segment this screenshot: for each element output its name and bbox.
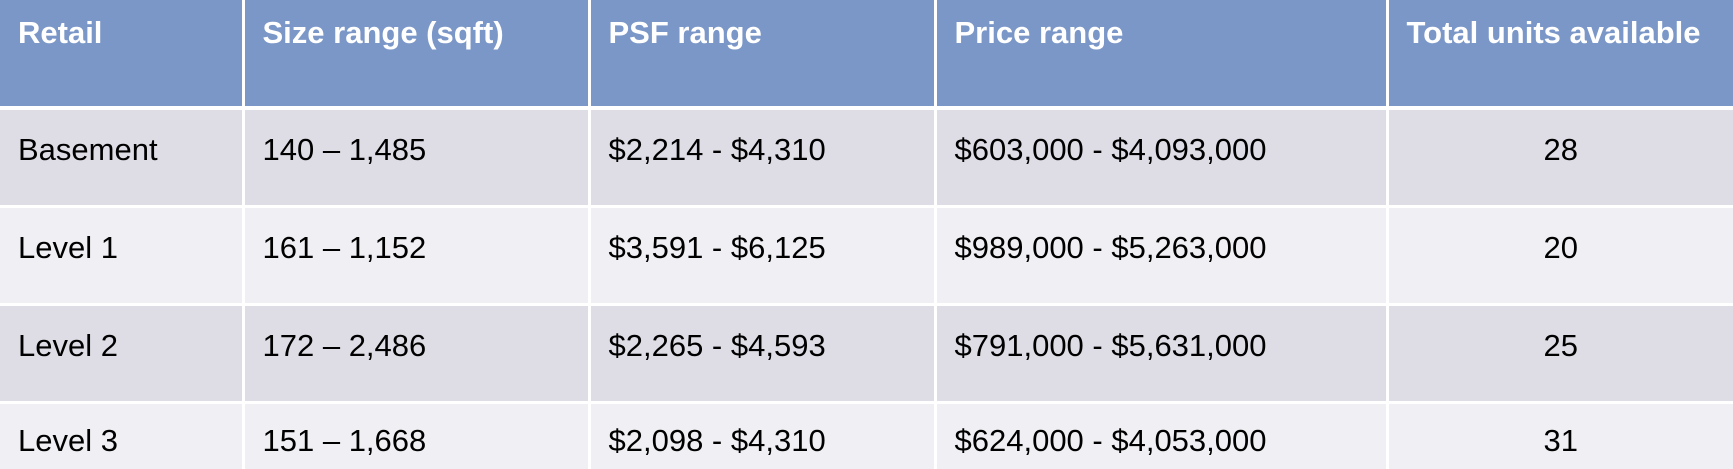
cell-price-range: $791,000 - $5,631,000 (935, 304, 1389, 404)
table-header: Retail Size range (sqft) PSF range Price… (0, 0, 1733, 110)
header-row: Retail Size range (sqft) PSF range Price… (0, 0, 1733, 110)
header-size-range: Size range (sqft) (243, 0, 591, 110)
table-row: Level 2 172 – 2,486 $2,265 - $4,593 $791… (0, 304, 1733, 404)
cell-total-units: 20 (1387, 206, 1733, 306)
cell-size-range: 151 – 1,668 (243, 402, 591, 469)
table-row: Level 1 161 – 1,152 $3,591 - $6,125 $989… (0, 206, 1733, 306)
header-price-range: Price range (935, 0, 1389, 110)
table-body: Basement 140 – 1,485 $2,214 - $4,310 $60… (0, 108, 1733, 469)
cell-psf-range: $2,214 - $4,310 (589, 108, 937, 208)
cell-retail: Level 3 (0, 402, 245, 469)
table-row: Level 3 151 – 1,668 $2,098 - $4,310 $624… (0, 402, 1733, 469)
cell-size-range: 140 – 1,485 (243, 108, 591, 208)
cell-psf-range: $3,591 - $6,125 (589, 206, 937, 306)
cell-price-range: $603,000 - $4,093,000 (935, 108, 1389, 208)
cell-price-range: $624,000 - $4,053,000 (935, 402, 1389, 469)
cell-total-units: 25 (1387, 304, 1733, 404)
cell-retail: Level 1 (0, 206, 245, 306)
cell-total-units: 31 (1387, 402, 1733, 469)
header-retail: Retail (0, 0, 245, 110)
cell-total-units: 28 (1387, 108, 1733, 208)
header-psf-range: PSF range (589, 0, 937, 110)
cell-price-range: $989,000 - $5,263,000 (935, 206, 1389, 306)
cell-size-range: 172 – 2,486 (243, 304, 591, 404)
cell-psf-range: $2,098 - $4,310 (589, 402, 937, 469)
cell-retail: Level 2 (0, 304, 245, 404)
header-total-units: Total units available (1387, 0, 1733, 110)
cell-size-range: 161 – 1,152 (243, 206, 591, 306)
table-row: Basement 140 – 1,485 $2,214 - $4,310 $60… (0, 108, 1733, 208)
cell-retail: Basement (0, 108, 245, 208)
cell-psf-range: $2,265 - $4,593 (589, 304, 937, 404)
